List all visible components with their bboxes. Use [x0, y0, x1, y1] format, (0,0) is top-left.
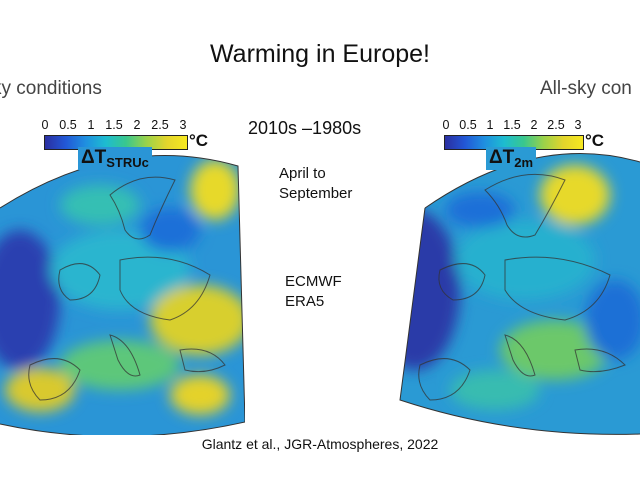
left-map-border — [0, 155, 245, 435]
citation: Glantz et al., JGR-Atmospheres, 2022 — [201, 436, 439, 452]
left-panel-heading: ky conditions — [0, 78, 102, 99]
right-tick-5: 2.5 — [547, 118, 565, 132]
left-delta-label: ΔTSTRUc — [78, 147, 152, 170]
left-tick-1: 0.5 — [59, 118, 77, 132]
left-tick-6: 3 — [179, 118, 187, 132]
left-colorbar-unit: °C — [189, 131, 209, 150]
right-delta-label: ΔT2m — [486, 147, 537, 170]
right-panel-heading: All-sky con — [540, 78, 632, 99]
dataset-label: ECMWF ERA5 — [285, 272, 342, 312]
right-tick-0: 0 — [442, 118, 450, 132]
left-delta-subscript: STRUc — [106, 155, 149, 170]
left-tick-2: 1 — [87, 118, 95, 132]
right-colorbar-ticks: 0 0.5 1 1.5 2 2.5 3 — [442, 118, 582, 134]
right-delta-subscript: 2m — [514, 155, 534, 170]
right-europe-map — [399, 153, 640, 435]
left-tick-4: 2 — [133, 118, 141, 132]
right-tick-2: 1 — [486, 118, 494, 132]
period-label: 2010s –1980s — [248, 118, 362, 138]
slide-title: Warming in Europe! — [210, 40, 430, 68]
left-tick-0: 0 — [41, 118, 49, 132]
right-tick-3: 1.5 — [503, 118, 521, 132]
left-tick-5: 2.5 — [151, 118, 169, 132]
left-map-coastlines — [28, 176, 226, 401]
right-delta-symbol: ΔT — [489, 147, 515, 168]
right-tick-1: 0.5 — [459, 118, 477, 132]
left-delta-symbol: ΔT — [81, 147, 107, 168]
right-tick-6: 3 — [574, 118, 582, 132]
season-line-1: April to — [279, 165, 326, 182]
season-label: April to September — [279, 164, 352, 204]
right-map-coastlines — [418, 173, 626, 401]
left-map-field — [0, 155, 245, 435]
dataset-line-1: ECMWF — [285, 273, 342, 290]
dataset-line-2: ERA5 — [285, 293, 325, 310]
left-europe-map — [0, 155, 245, 435]
right-map-field — [400, 153, 640, 435]
left-colorbar-ticks: 0 0.5 1 1.5 2 2.5 3 — [41, 118, 187, 134]
right-colorbar-unit: °C — [585, 131, 605, 150]
left-tick-3: 1.5 — [105, 118, 123, 132]
season-line-2: September — [279, 185, 353, 202]
right-tick-4: 2 — [530, 118, 538, 132]
